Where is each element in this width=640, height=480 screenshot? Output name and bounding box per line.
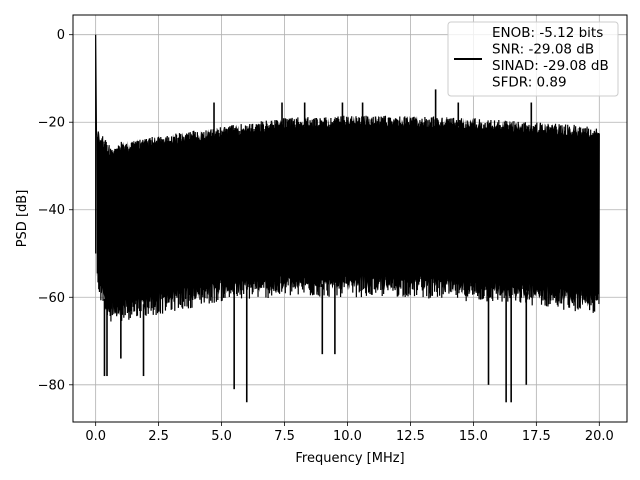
legend-sfdr: SFDR: 0.89 [492,75,567,91]
y-tick-label: −80 [38,378,65,393]
y-tick-label: −60 [38,291,65,306]
legend: ENOB: -5.12 bits SNR: -29.08 dB SINAD: -… [447,21,619,97]
psd-spikes [103,89,533,403]
x-tick-label: 17.5 [522,429,551,444]
x-tick-label: 10.0 [333,429,362,444]
legend-sinad: SINAD: -29.08 dB [492,58,609,74]
x-tick-label: 15.0 [459,429,488,444]
x-axis-label: Frequency [MHz] [295,451,404,466]
x-axis-ticks: 0.0 2.5 5.0 7.5 10.0 12.5 15.0 17.5 20.0 [85,422,614,444]
x-tick-label: 5.0 [211,429,232,444]
x-tick-label: 7.5 [274,429,295,444]
legend-snr: SNR: -29.08 dB [492,42,594,58]
x-tick-label: 2.5 [148,429,169,444]
y-tick-label: −20 [38,116,65,131]
legend-box [447,21,619,97]
y-axis-label: PSD [dB] [15,190,30,248]
y-tick-label: 0 [57,28,65,43]
plot-frame [72,14,628,423]
y-axis-ticks: 0 −20 −40 −60 −80 [38,28,73,393]
x-tick-label: 12.5 [396,429,425,444]
x-tick-label: 20.0 [585,429,614,444]
legend-enob: ENOB: -5.12 bits [492,25,603,41]
y-tick-label: −40 [38,203,65,218]
x-tick-label: 0.0 [85,429,106,444]
psd-trace [95,34,600,322]
